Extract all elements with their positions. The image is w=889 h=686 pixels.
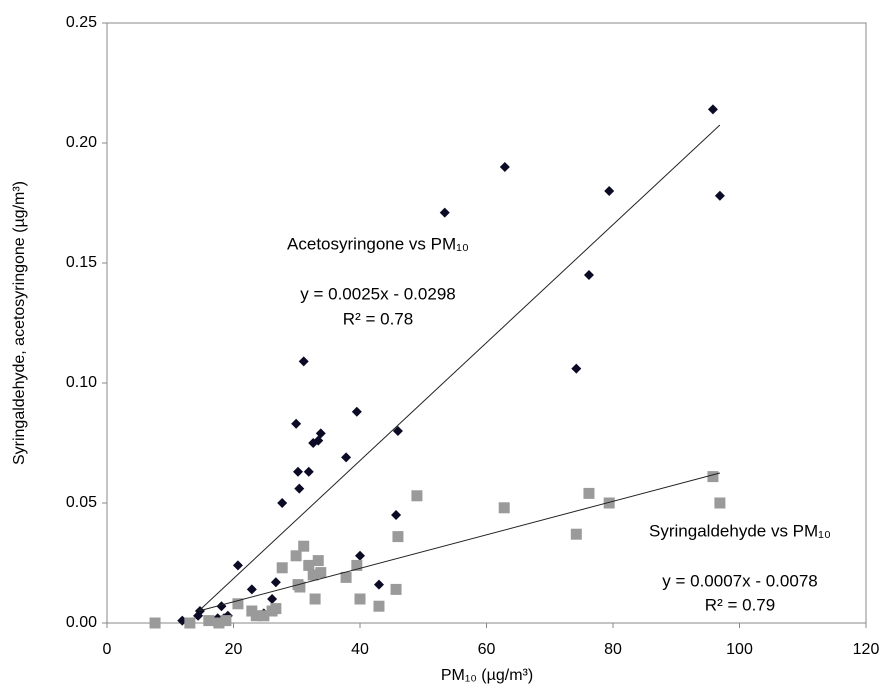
data-point — [270, 577, 281, 588]
data-point — [583, 270, 594, 280]
data-point — [276, 562, 288, 574]
x-tick-label: 20 — [225, 641, 243, 658]
y-tick-label: 0.20 — [66, 134, 97, 151]
y-tick-label: 0.00 — [66, 614, 97, 631]
data-point — [184, 617, 196, 629]
data-point — [309, 593, 321, 605]
data-point — [220, 615, 232, 627]
data-point — [340, 571, 352, 583]
data-point — [232, 560, 243, 571]
data-point — [411, 490, 423, 502]
data-point — [270, 603, 282, 615]
y-tick-label: 0.10 — [66, 374, 97, 391]
data-point — [603, 497, 615, 509]
data-point — [216, 601, 227, 612]
trend-line — [198, 124, 721, 612]
y-tick-label: 0.05 — [66, 494, 97, 511]
data-point — [203, 615, 215, 627]
data-point — [604, 186, 615, 196]
data-point — [439, 207, 450, 218]
data-point — [499, 162, 510, 172]
data-point — [391, 510, 402, 520]
trend-r2: R² = 0.79 — [705, 595, 775, 614]
data-point — [291, 418, 302, 429]
data-point — [267, 594, 278, 604]
data-point — [303, 559, 315, 571]
data-point — [351, 406, 362, 417]
data-point — [571, 363, 582, 374]
data-point — [149, 617, 161, 629]
x-axis-title: PM₁₀ (µg/m³) — [441, 667, 533, 684]
data-point — [583, 487, 595, 499]
x-tick-label: 40 — [351, 641, 369, 658]
data-point — [714, 190, 725, 201]
y-tick-label: 0.15 — [66, 254, 97, 271]
data-point — [294, 581, 306, 593]
y-tick-label: 0.25 — [66, 14, 97, 31]
x-tick-label: 80 — [604, 641, 622, 658]
data-point — [307, 569, 319, 581]
data-point — [298, 356, 309, 367]
data-point — [341, 452, 352, 463]
trend-equation: y = 0.0007x - 0.0078 — [662, 571, 817, 590]
data-point — [392, 426, 403, 436]
data-point — [294, 483, 305, 494]
series-label: Syringaldehyde vs PM₁₀ — [649, 521, 831, 540]
x-tick-label: 0 — [103, 641, 112, 658]
data-point — [293, 466, 304, 477]
data-point — [315, 428, 326, 439]
data-point — [707, 471, 719, 483]
data-point — [312, 555, 324, 567]
trend-equation: y = 0.0025x - 0.0298 — [300, 284, 455, 303]
data-point — [570, 528, 582, 540]
data-point — [392, 531, 404, 543]
data-point — [354, 593, 366, 605]
data-point — [355, 550, 365, 561]
data-point — [277, 498, 288, 508]
data-point — [714, 497, 726, 509]
x-tick-label: 60 — [478, 641, 496, 658]
data-point — [298, 540, 310, 552]
x-tick-label: 100 — [726, 641, 753, 658]
data-point — [303, 466, 314, 477]
data-point — [246, 584, 257, 595]
data-point — [390, 583, 402, 595]
series-label: Acetosyringone vs PM₁₀ — [287, 234, 469, 253]
data-point — [707, 104, 718, 115]
trend-r2: R² = 0.78 — [343, 309, 413, 328]
data-point — [498, 502, 510, 514]
data-point — [290, 550, 302, 562]
data-point — [373, 600, 385, 612]
x-tick-label: 120 — [853, 641, 880, 658]
y-axis-title: Syringaldehyde, acetosyringone (µg/m³) — [11, 181, 28, 465]
data-point — [373, 579, 384, 590]
trend-line — [198, 472, 721, 612]
